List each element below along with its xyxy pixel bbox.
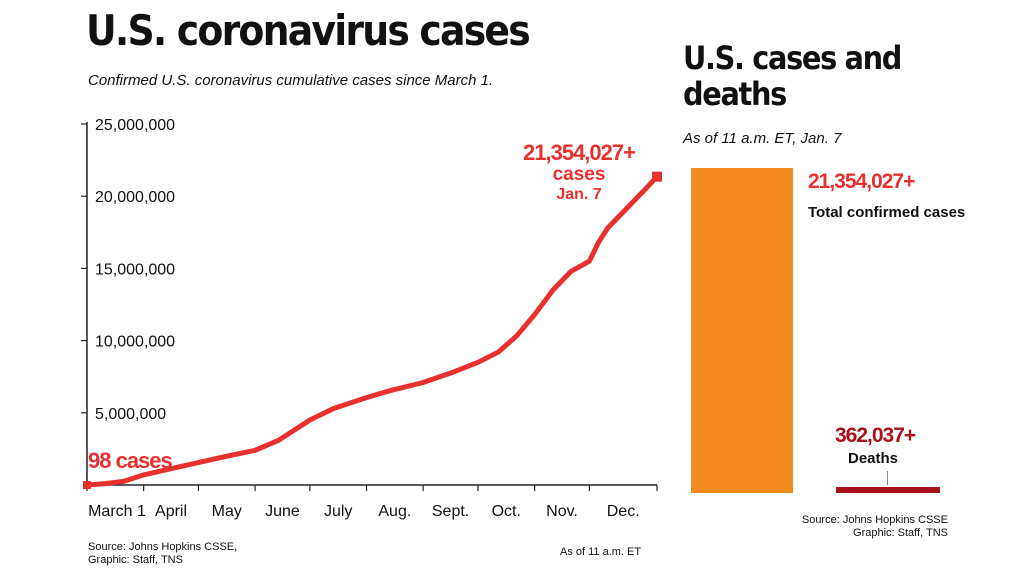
cases-value: 21,354,027+ bbox=[808, 170, 915, 193]
deaths-label: Deaths bbox=[848, 450, 899, 467]
y-tick-label: 10,000,000 bbox=[95, 334, 175, 351]
cases-line bbox=[84, 174, 660, 488]
x-tick-label: Dec. bbox=[607, 503, 640, 520]
start-annotation: 98 cases bbox=[88, 448, 173, 473]
cases-label: Total confirmed cases bbox=[808, 204, 966, 221]
end-point bbox=[652, 171, 662, 182]
x-tick-label: April bbox=[155, 503, 187, 520]
x-tick-label: Oct. bbox=[492, 503, 521, 520]
right-source: Source: Johns Hopkins CSSE Graphic: Staf… bbox=[801, 514, 948, 539]
y-tick-label: 20,000,000 bbox=[95, 189, 175, 206]
end-annotation-unit: cases bbox=[552, 164, 606, 185]
y-tick-label: 15,000,000 bbox=[95, 261, 175, 278]
y-tick-label: 25,000,000 bbox=[95, 117, 175, 134]
x-tick-label: Aug. bbox=[378, 503, 411, 520]
series-layer bbox=[83, 171, 662, 489]
deaths-bar bbox=[836, 487, 940, 493]
deaths-value: 362,037+ bbox=[835, 424, 916, 447]
x-tick-label: July bbox=[324, 503, 352, 520]
left-note: As of 11 a.m. ET bbox=[560, 546, 642, 558]
chart-title: U.S. coronavirus cases bbox=[86, 6, 531, 55]
left-source: Source: Johns Hopkins CSSE, Graphic: Sta… bbox=[88, 541, 238, 566]
start-point bbox=[83, 480, 91, 489]
x-tick-label: March 1 bbox=[88, 503, 146, 520]
end-annotation-date: Jan. 7 bbox=[556, 186, 602, 203]
chart-subtitle: Confirmed U.S. coronavirus cumulative ca… bbox=[88, 72, 494, 89]
cases-line-chart: 5,000,000 10,000,000 15,000,000 20,000,000 2… bbox=[81, 117, 662, 520]
x-tick-label: June bbox=[265, 503, 300, 520]
end-annotation: 21,354,027+ cases Jan. 7 bbox=[520, 140, 638, 204]
x-tick-label: May bbox=[212, 503, 242, 520]
y-tick-label: 5,000,000 bbox=[95, 406, 166, 423]
end-annotation-value: 21,354,027+ bbox=[523, 140, 636, 165]
deaths-leader-line bbox=[887, 471, 888, 485]
cases-bar bbox=[691, 168, 793, 493]
x-tick-label: Nov. bbox=[546, 503, 578, 520]
side-title: U.S. cases and deaths bbox=[683, 39, 902, 113]
x-tick-label: Sept. bbox=[432, 503, 469, 520]
y-axis: 5,000,000 10,000,000 15,000,000 20,000,000 2… bbox=[81, 117, 175, 485]
side-subtitle: As of 11 a.m. ET, Jan. 7 bbox=[683, 130, 842, 147]
x-axis: March 1 April May June July Aug. Sept. Oct. Nov.… bbox=[86, 484, 658, 520]
